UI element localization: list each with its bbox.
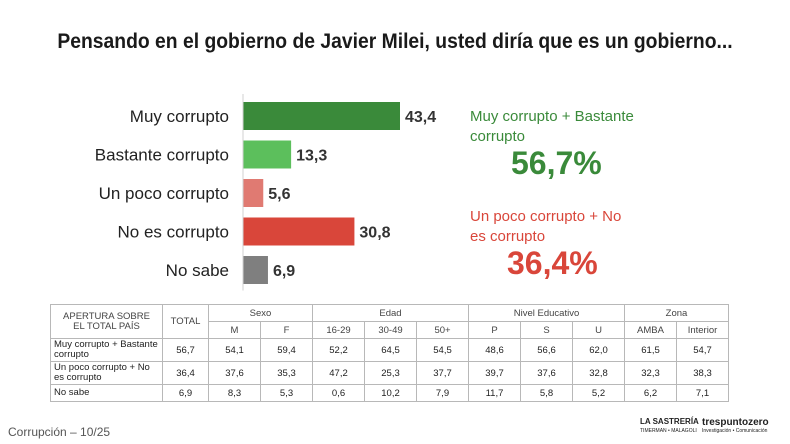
breakdown-table: APERTURA SOBRE EL TOTAL PAÍS TOTAL Sexo … [50,304,729,402]
table-cell: 7,1 [676,384,729,402]
table-subheader: Interior [676,321,729,339]
table-subheader: P [468,321,521,339]
table-cell: 0,6 [312,384,365,402]
table-cell: 64,5 [364,338,417,362]
logo2-text: trespuntozero [702,417,769,428]
category-label: No es corrupto [118,223,230,242]
bar [243,256,268,284]
bar [243,102,400,130]
table-cell: 39,7 [468,361,521,385]
logo1-text: LA SASTRERÍA [640,417,699,426]
bar [243,217,355,246]
table-cell: 56,6 [520,338,573,362]
table-subheader: F [260,321,313,339]
table-group-nivel: Nivel Educativo [468,304,625,322]
table-cell: 54,5 [416,338,469,362]
summary-value-not-corrupt: 36,4% [507,245,598,281]
table-cell: 32,8 [572,361,625,385]
table-subheader: 50+ [416,321,469,339]
table-cell: 38,3 [676,361,729,385]
table-cell: 52,2 [312,338,365,362]
footer-page-label: Corrupción – 10/25 [8,425,111,439]
table-cell: 48,6 [468,338,521,362]
bar [243,140,292,169]
table-row-label: Un poco corrupto + No es corrupto [50,361,163,385]
category-label: Un poco corrupto [99,184,229,203]
la-sastreria-logo: LA SASTRERÍA TIMERMAN • MALAGOLI [640,418,699,435]
table-cell: 5,8 [520,384,573,402]
value-label: 13,3 [296,148,327,165]
summary-label-corrupt: Muy corrupto + Bastante corrupto [470,108,634,145]
table-cell: 5,3 [260,384,313,402]
bar-chart: Muy corrupto 43,4 Bastante corrupto 13,3 Un … [95,94,436,291]
table-cell: 56,7 [162,338,209,362]
table-group-zona: Zona [624,304,729,322]
value-label: 43,4 [405,109,436,126]
table-row: No sabe 6,9 8,3 5,3 0,6 10,2 7,9 11,7 5,… [50,384,729,402]
value-label: 6,9 [273,263,295,280]
table-subheader: 30-49 [364,321,417,339]
table-cell: 25,3 [364,361,417,385]
table-cell: 6,9 [162,384,209,402]
table-cell: 47,2 [312,361,365,385]
summary-value-corrupt: 56,7% [511,145,602,181]
table-header-total: TOTAL [162,304,209,339]
table-group-edad: Edad [312,304,469,322]
value-label: 30,8 [359,225,390,242]
table-cell: 37,6 [208,361,261,385]
table-row-label: No sabe [50,384,163,402]
table-cell: 32,3 [624,361,677,385]
chart-title: Pensando en el gobierno de Javier Milei,… [57,30,733,53]
table-row-label: Muy corrupto + Bastante corrupto [50,338,163,362]
table-subheader: U [572,321,625,339]
table-cell: 54,7 [676,338,729,362]
value-label: 5,6 [268,186,290,203]
table-header-label: APERTURA SOBRE EL TOTAL PAÍS [50,304,163,339]
logo1-subtext: TIMERMAN • MALAGOLI [640,428,697,434]
table-cell: 54,1 [208,338,261,362]
trespuntozero-logo: trespuntozero Investigación • Comunicaci… [702,417,769,434]
table-cell: 36,4 [162,361,209,385]
table-subheader: 16-29 [312,321,365,339]
table-row: Muy corrupto + Bastante corrupto 56,7 54… [50,338,729,362]
table-subheader: AMBA [624,321,677,339]
table-row: Un poco corrupto + No es corrupto 36,4 3… [50,361,729,385]
table-cell: 7,9 [416,384,469,402]
table-group-sexo: Sexo [208,304,313,322]
table-cell: 35,3 [260,361,313,385]
bar [243,179,264,207]
table-cell: 11,7 [468,384,521,402]
table-subheader: S [520,321,573,339]
table-cell: 5,2 [572,384,625,402]
table-cell: 8,3 [208,384,261,402]
table-cell: 59,4 [260,338,313,362]
category-label: Bastante corrupto [95,146,229,165]
table-cell: 61,5 [624,338,677,362]
table-cell: 37,6 [520,361,573,385]
table-cell: 6,2 [624,384,677,402]
table-cell: 62,0 [572,338,625,362]
logo2-subtext: Investigación • Comunicación [702,428,768,434]
logos: LA SASTRERÍA TIMERMAN • MALAGOLI trespun… [640,414,785,436]
table-cell: 37,7 [416,361,469,385]
table-subheader: M [208,321,261,339]
table-cell: 10,2 [364,384,417,402]
category-label: Muy corrupto [130,107,229,126]
summary-label-not-corrupt: Un poco corrupto + No es corrupto [470,208,622,245]
category-label: No sabe [166,261,229,280]
